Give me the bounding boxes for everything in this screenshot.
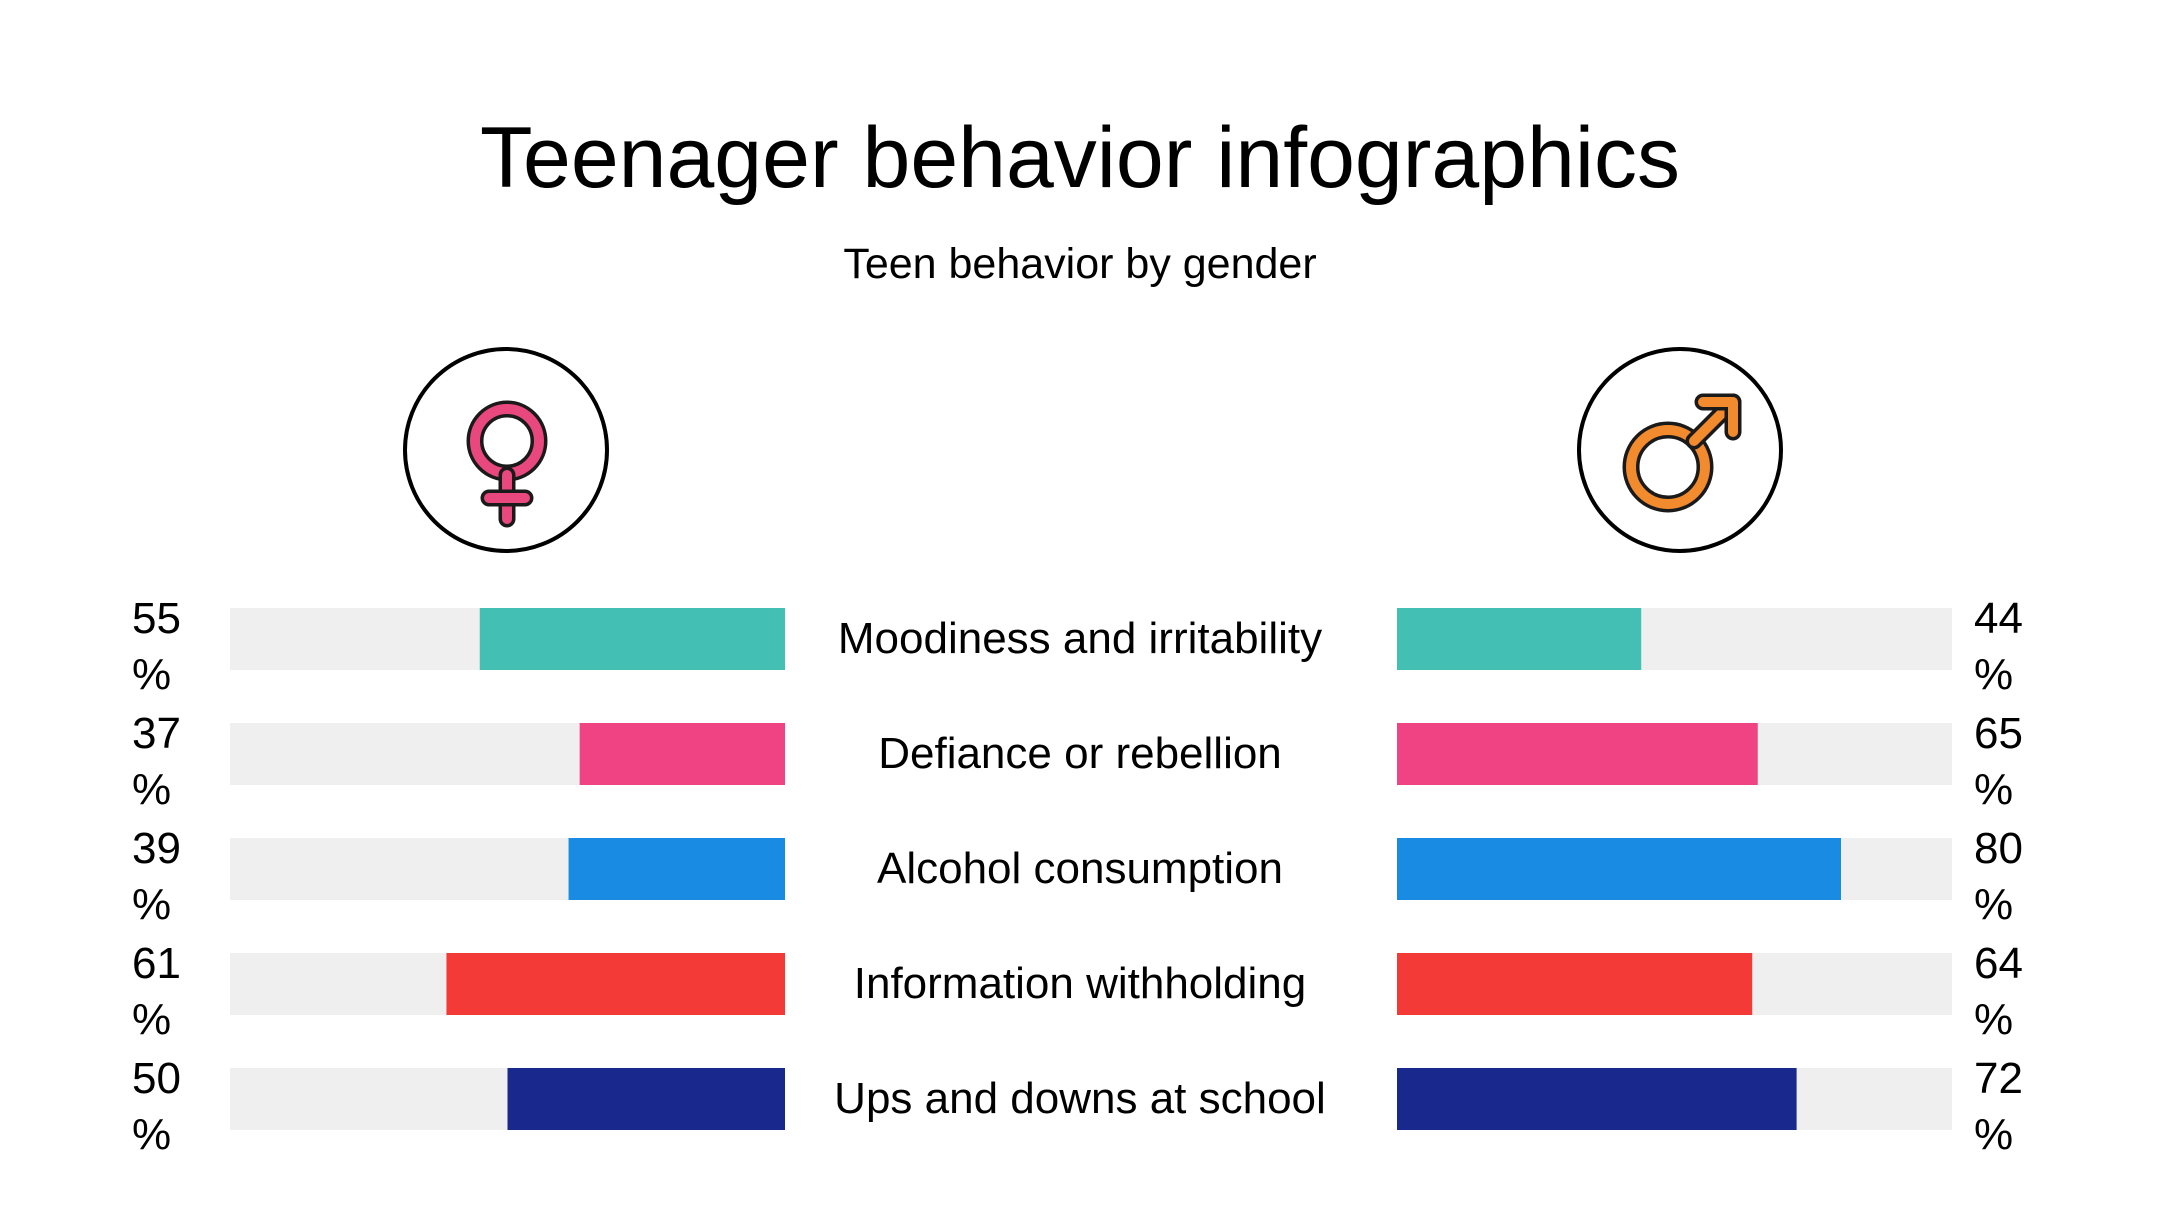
category-label: Alcohol consumption [876, 844, 1283, 893]
data-label-value: 44 [1974, 594, 2023, 643]
category-label: Ups and downs at school [834, 1074, 1326, 1123]
data-label-unit: % [1974, 650, 2014, 699]
female-icon-badge [403, 347, 609, 553]
data-label-value: 72 [1974, 1054, 2023, 1103]
chart-subtitle: Teen behavior by gender [843, 240, 1317, 288]
male-icon-badge [1577, 347, 1783, 553]
male-symbol-icon [1622, 393, 1742, 513]
data-label-unit: % [1974, 880, 2014, 929]
male-bar [1397, 1068, 1797, 1130]
female-bar [446, 953, 785, 1015]
data-label-value: 80 [1974, 824, 2023, 873]
data-label-value: 39 [132, 824, 181, 873]
female-percent-label: 37% [132, 706, 222, 818]
female-bar [579, 723, 785, 785]
male-bar [1397, 838, 1841, 900]
data-label-unit: % [132, 880, 172, 929]
female-bar [568, 838, 785, 900]
chart-title: Teenager behavior infographics [479, 110, 1680, 206]
data-label-unit: % [132, 1110, 172, 1159]
male-percent-label: 72% [1974, 1051, 2064, 1163]
category-label: Information withholding [853, 959, 1307, 1008]
male-percent-label: 44% [1974, 591, 2064, 703]
female-percent-label: 39% [132, 821, 222, 933]
male-bar [1397, 723, 1758, 785]
data-label-unit: % [1974, 995, 2014, 1044]
data-label-value: 55 [132, 594, 181, 643]
category-label: Moodiness and irritability [837, 614, 1323, 663]
male-bar [1397, 953, 1753, 1015]
male-percent-label: 65% [1974, 706, 2064, 818]
female-symbol-icon [466, 400, 548, 528]
data-label-value: 65 [1974, 709, 2023, 758]
data-label-unit: % [1974, 765, 2014, 814]
data-label-value: 61 [132, 939, 181, 988]
male-percent-label: 64% [1974, 936, 2064, 1048]
male-percent-label: 80% [1974, 821, 2064, 933]
female-percent-label: 55% [132, 591, 222, 703]
data-label-value: 37 [132, 709, 181, 758]
data-label-unit: % [132, 765, 172, 814]
female-percent-label: 50% [132, 1051, 222, 1163]
female-percent-label: 61% [132, 936, 222, 1048]
data-label-value: 64 [1974, 939, 2023, 988]
male-bar [1397, 608, 1642, 670]
female-bar [507, 1068, 785, 1130]
female-bar [479, 608, 785, 670]
data-label-unit: % [132, 650, 172, 699]
data-label-value: 50 [132, 1054, 181, 1103]
data-label-unit: % [132, 995, 172, 1044]
category-label: Defiance or rebellion [878, 729, 1282, 778]
data-label-unit: % [1974, 1110, 2014, 1159]
